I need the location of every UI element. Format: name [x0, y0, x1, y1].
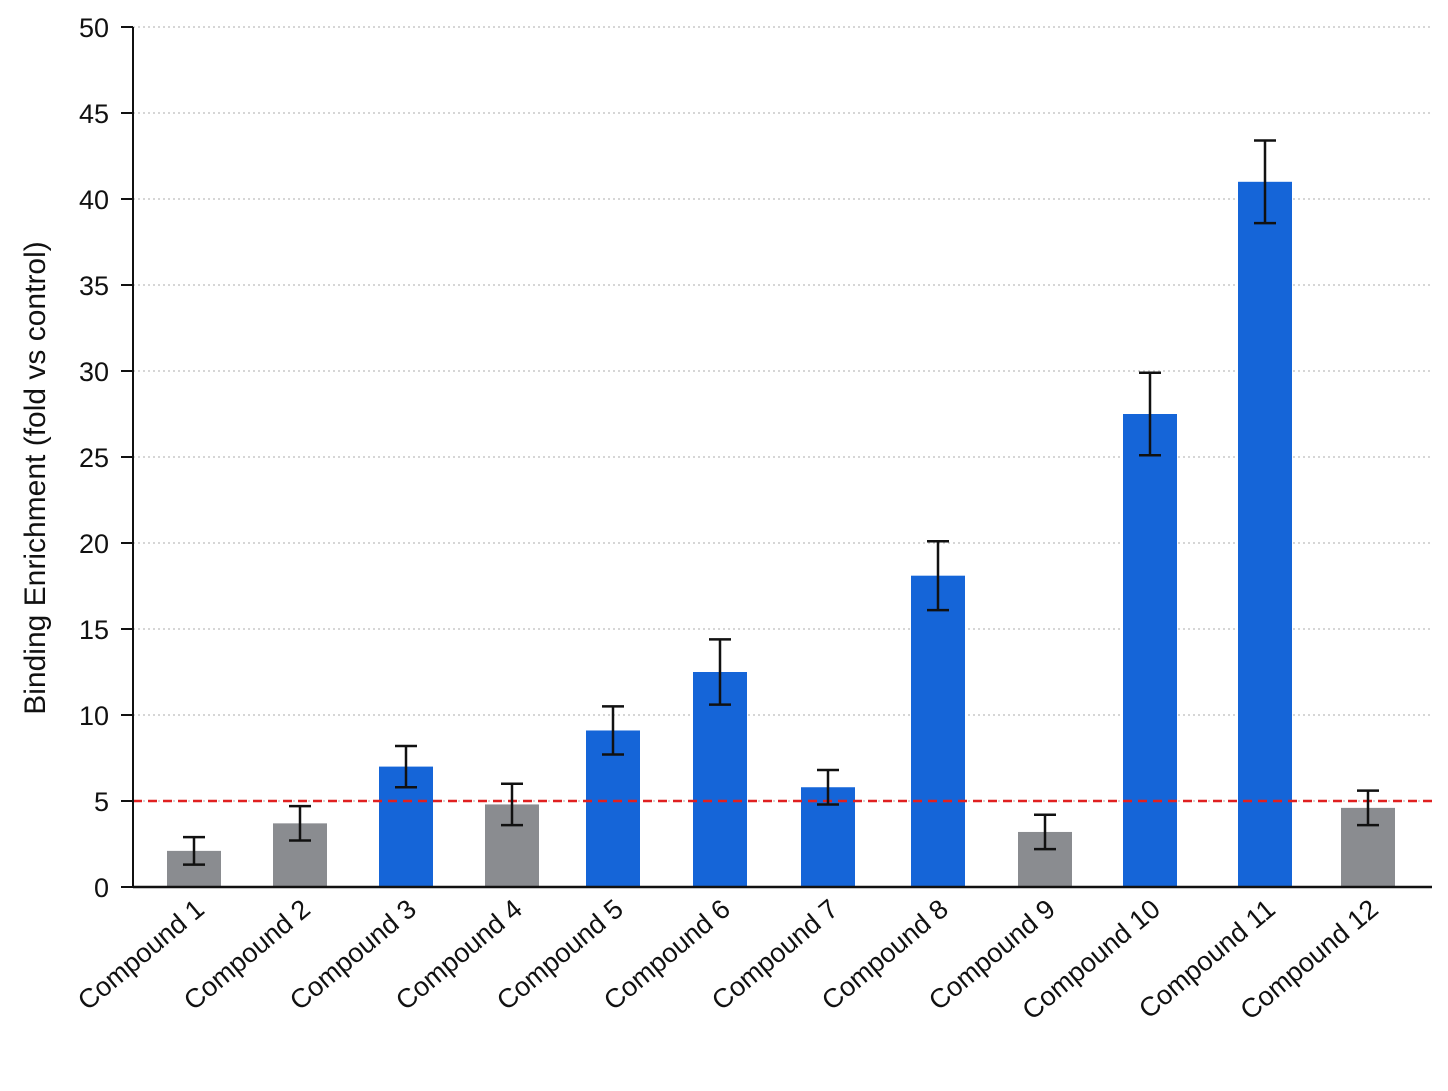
y-tick-label: 0	[94, 873, 109, 903]
error-bar-12	[1357, 789, 1379, 827]
gridlines	[133, 26, 1432, 802]
error-bar-5	[602, 705, 624, 756]
y-tick-label: 5	[94, 787, 109, 817]
error-bar-11	[1254, 139, 1276, 225]
error-bar-1	[183, 835, 205, 866]
error-bar-8	[927, 540, 949, 612]
bar-10	[1123, 414, 1177, 887]
error-bar-10	[1139, 371, 1161, 457]
error-bar-7	[817, 768, 839, 806]
bar-8	[911, 575, 965, 887]
y-tick-label: 40	[79, 185, 109, 215]
y-tick-label: 25	[79, 443, 109, 473]
y-tick-label: 30	[79, 357, 109, 387]
y-tick-label: 20	[79, 529, 109, 559]
y-tick-labels: 0 5 10 15 20 25 30 35 40 45 50	[79, 13, 133, 903]
error-bar-4	[501, 782, 523, 827]
y-tick-label: 10	[79, 701, 109, 731]
y-axis-title: Binding Enrichment (fold vs control)	[19, 241, 52, 715]
error-bar-2	[289, 804, 311, 842]
error-bar-9	[1034, 813, 1056, 851]
error-bar-6	[709, 638, 731, 706]
y-tick-label: 35	[79, 271, 109, 301]
y-tick-label: 15	[79, 615, 109, 645]
bar-11	[1238, 181, 1292, 888]
error-bar-3	[395, 744, 417, 789]
bar-5	[586, 730, 640, 887]
y-tick-label: 50	[79, 13, 109, 43]
axes	[132, 27, 1432, 889]
error-bars	[183, 139, 1379, 866]
y-tick-label: 45	[79, 99, 109, 129]
bars	[167, 181, 1395, 888]
bar-6	[693, 672, 747, 887]
